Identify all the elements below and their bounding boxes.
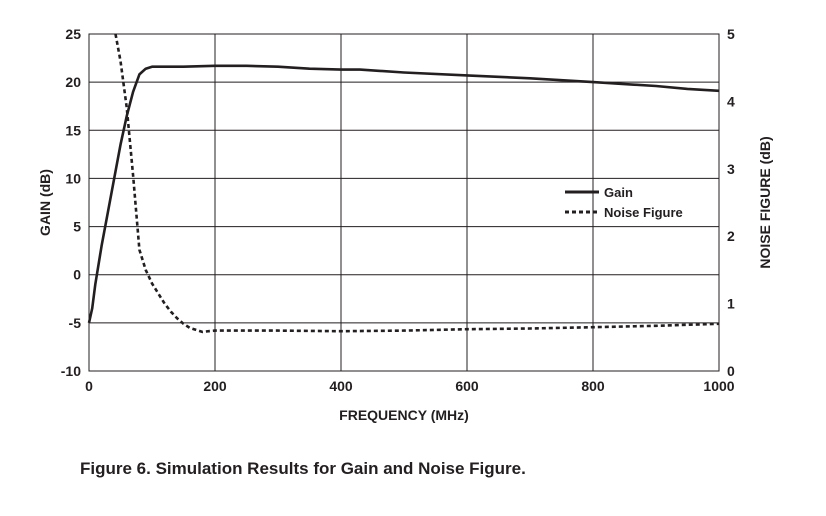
y-tick-label: 5 <box>73 219 81 235</box>
series <box>87 33 720 334</box>
y-tick-label: 0 <box>73 267 81 283</box>
y2-tick-label: 1 <box>727 296 735 312</box>
legend: Gain Noise Figure <box>565 185 683 220</box>
y-tick-label: -5 <box>69 315 82 331</box>
y-axis-title: GAIN (dB) <box>37 169 53 236</box>
y-tick-label: 20 <box>65 74 81 90</box>
tick-labels: 0 200 400 600 800 1000 -10 -5 0 5 10 15 20 25 0 1 2 3 4 5 <box>61 26 735 394</box>
plot-frame <box>88 33 720 372</box>
y-tick-label: 10 <box>65 170 81 186</box>
x-tick-label: 400 <box>329 378 353 394</box>
legend-label: Gain <box>604 185 633 200</box>
x-tick-label: 600 <box>455 378 479 394</box>
gain-line <box>87 64 720 324</box>
y2-tick-label: 4 <box>727 93 735 109</box>
x-tick-label: 1000 <box>703 378 734 394</box>
y2-axis-title: NOISE FIGURE (dB) <box>757 136 773 268</box>
x-tick-label: 0 <box>85 378 93 394</box>
x-tick-label: 200 <box>203 378 227 394</box>
figure-caption: Figure 6. Simulation Results for Gain an… <box>80 459 526 478</box>
y2-tick-label: 3 <box>727 161 735 177</box>
x-axis-title: FREQUENCY (MHz) <box>339 407 469 423</box>
y-tick-label: 25 <box>65 26 81 42</box>
x-tick-label: 800 <box>581 378 605 394</box>
y2-tick-label: 5 <box>727 26 735 42</box>
y-tick-label: 15 <box>65 122 81 138</box>
y-tick-label: -10 <box>61 363 81 379</box>
y2-tick-label: 0 <box>727 363 735 379</box>
noise-figure-line <box>114 33 720 334</box>
y2-tick-label: 2 <box>727 228 735 244</box>
legend-label: Noise Figure <box>604 205 683 220</box>
